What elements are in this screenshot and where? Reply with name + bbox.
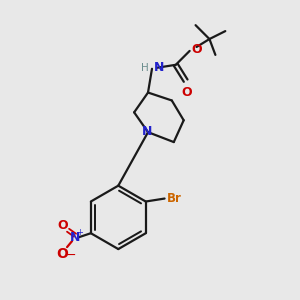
Text: Br: Br	[167, 192, 182, 205]
Text: −: −	[66, 248, 76, 262]
Text: O: O	[181, 85, 192, 99]
Text: N: N	[70, 231, 80, 244]
Text: N: N	[154, 61, 164, 74]
Text: O: O	[56, 247, 68, 261]
Text: N: N	[142, 125, 152, 138]
Text: O: O	[58, 219, 68, 232]
Text: O: O	[192, 44, 202, 56]
Text: H: H	[141, 63, 149, 73]
Text: +: +	[76, 228, 83, 237]
